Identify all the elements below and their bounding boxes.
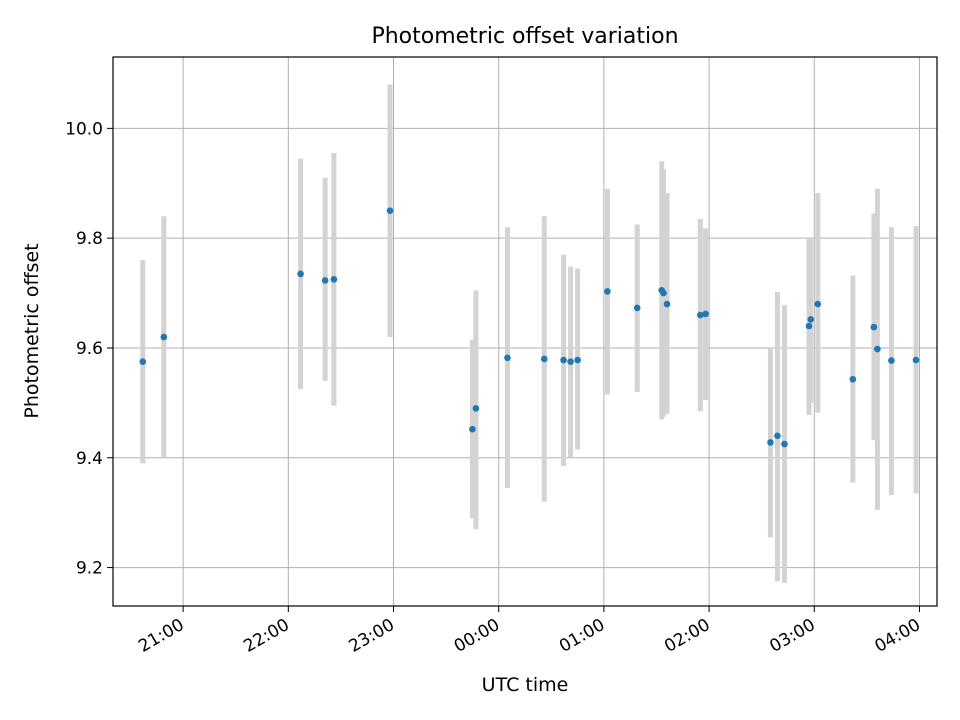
data-point bbox=[633, 304, 641, 312]
errorbars bbox=[140, 84, 919, 583]
data-point bbox=[807, 316, 815, 323]
data-point bbox=[160, 333, 168, 341]
y-tick-label: 10.0 bbox=[65, 119, 103, 139]
data-point bbox=[139, 358, 147, 365]
data-point bbox=[888, 357, 895, 364]
data-point bbox=[472, 405, 480, 412]
data-point bbox=[469, 425, 476, 433]
data-point bbox=[814, 300, 822, 308]
y-axis: 9.2 9.4 9.6 9.8 10.0 bbox=[65, 119, 113, 579]
data-point bbox=[604, 288, 611, 295]
data-point bbox=[504, 354, 511, 362]
data-point bbox=[912, 356, 920, 364]
data-point bbox=[297, 270, 304, 278]
plot-frame bbox=[112, 56, 938, 607]
data-point bbox=[767, 439, 774, 446]
data-points bbox=[139, 207, 920, 448]
x-tick-label: 21:00 bbox=[135, 615, 187, 657]
x-axis: 21:00 22:00 23:00 00:00 01:00 02:00 03:00 04:00 bbox=[135, 606, 924, 657]
x-tick-label: 01:00 bbox=[556, 615, 608, 657]
x-tick-label: 22:00 bbox=[240, 615, 292, 657]
data-point bbox=[660, 289, 667, 297]
x-tick-label: 00:00 bbox=[451, 615, 503, 657]
x-tick-label: 03:00 bbox=[766, 615, 818, 657]
y-tick-label: 9.8 bbox=[76, 229, 103, 249]
x-tick-label: 04:00 bbox=[872, 615, 924, 657]
y-tick-label: 9.6 bbox=[76, 339, 103, 359]
data-point bbox=[567, 358, 574, 365]
data-point bbox=[330, 276, 338, 283]
data-point bbox=[560, 356, 567, 364]
data-point bbox=[805, 322, 813, 330]
y-tick-label: 9.2 bbox=[76, 559, 103, 579]
data-point bbox=[849, 375, 857, 383]
y-tick-label: 9.4 bbox=[76, 449, 103, 469]
data-point bbox=[781, 440, 788, 448]
data-point bbox=[574, 356, 581, 364]
data-point bbox=[321, 277, 329, 284]
y-axis-label: Photometric offset bbox=[21, 243, 43, 418]
x-axis-label: UTC time bbox=[482, 674, 569, 696]
data-point bbox=[663, 300, 671, 308]
data-point bbox=[386, 207, 394, 215]
chart-title: Photometric offset variation bbox=[371, 24, 678, 49]
grid bbox=[113, 57, 937, 606]
data-point bbox=[774, 432, 781, 440]
data-point bbox=[697, 311, 704, 319]
data-point bbox=[874, 345, 881, 353]
data-point bbox=[540, 355, 548, 363]
x-tick-label: 23:00 bbox=[346, 615, 398, 657]
data-point bbox=[870, 323, 878, 331]
data-point bbox=[702, 310, 709, 318]
x-tick-label: 02:00 bbox=[661, 615, 713, 657]
